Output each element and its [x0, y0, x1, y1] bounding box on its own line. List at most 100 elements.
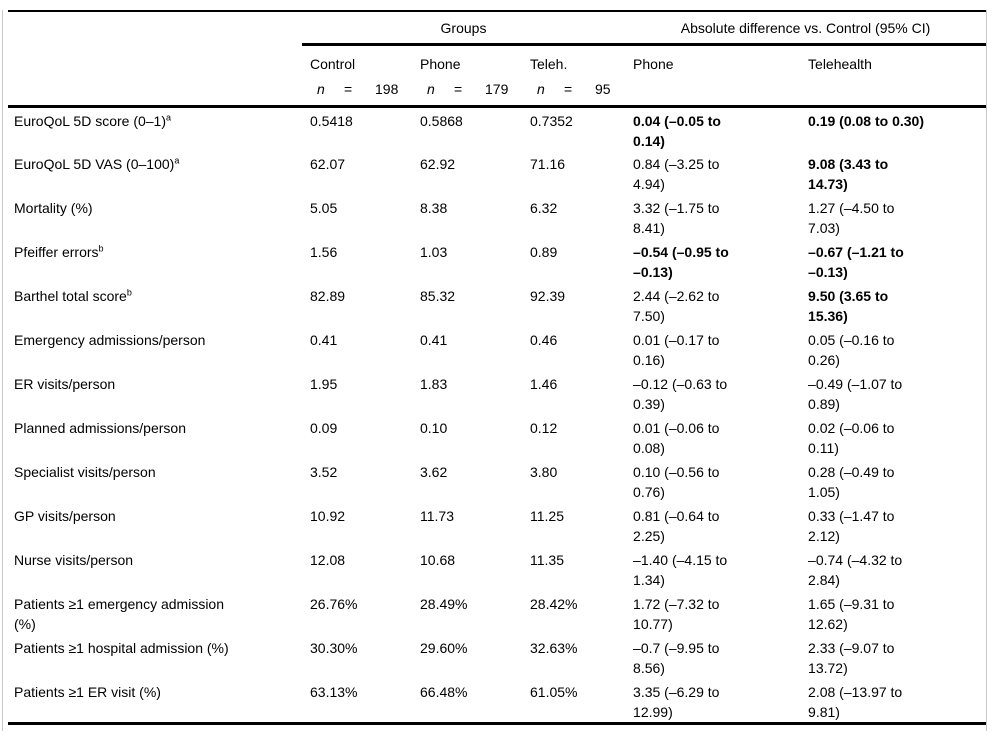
n-cell-teleh: n = 95 [522, 75, 626, 108]
cell-diff-phone: –1.40 (–4.15 to 1.34) [633, 552, 728, 588]
table-row: Planned admissions/person 0.09 0.10 0.12 0.0… [8, 415, 986, 459]
column-header-control: Control [310, 56, 356, 72]
row-label: Barthel total scoreb [14, 287, 132, 304]
row-label: Nurse visits/person [14, 552, 134, 568]
table-body: EuroQoL 5D score (0–1)a 0.5418 0.5868 0.735… [8, 107, 986, 724]
footnote-marker: a [174, 155, 180, 166]
cell-teleh: 11.35 [530, 552, 564, 568]
header-stub-cell [8, 45, 302, 76]
table-row: Barthel total scoreb 82.89 85.32 92.39 2.44 … [8, 283, 986, 327]
n-symbol: n [427, 81, 435, 97]
cell-phone: 8.38 [420, 200, 448, 216]
n-symbol: n [317, 81, 325, 97]
cell-phone: 29.60% [420, 640, 468, 656]
cell-control: 62.07 [310, 156, 346, 172]
row-label: Emergency admissions/person [14, 332, 206, 348]
column-header-diff-phone: Phone [633, 56, 674, 72]
cell-diff-telehealth: 9.50 (3.65 to 15.36) [808, 288, 889, 324]
cell-phone: 11.73 [420, 508, 454, 524]
cell-diff-phone: 3.32 (–1.75 to 8.41) [633, 200, 720, 236]
table-row: Pfeiffer errorsb 1.56 1.03 0.89 –0.54 (–0.95… [8, 239, 986, 283]
cell-diff-phone: 3.35 (–6.29 to 12.99) [633, 684, 720, 720]
cell-phone: 3.62 [420, 464, 448, 480]
figure-frame-left [2, 10, 3, 731]
cell-diff-telehealth: 0.28 (–0.49 to 1.05) [808, 464, 895, 500]
n-cell-empty [625, 75, 801, 108]
cell-diff-phone: 0.01 (–0.17 to 0.16) [633, 332, 720, 368]
header-column-row: Control Phone Teleh. Phone Telehealth [8, 45, 986, 76]
cell-phone: 0.10 [420, 420, 448, 436]
footnote-marker: a [166, 112, 172, 123]
header-stub-cell [8, 75, 302, 108]
n-cell-control: n = 198 [302, 75, 412, 108]
equals-sign: = [564, 81, 573, 97]
cell-phone: 10.68 [420, 552, 456, 568]
cell-teleh: 0.12 [530, 420, 558, 436]
table-row: EuroQoL 5D score (0–1)a 0.5418 0.5868 0.735… [8, 107, 986, 152]
cell-teleh: 0.46 [530, 332, 558, 348]
absolute-difference-header: Absolute difference vs. Control (95% CI) [625, 11, 987, 46]
row-label: Patients ≥1 hospital admission (%) [14, 640, 229, 656]
table-header: Groups Absolute difference vs. Control (… [8, 11, 987, 108]
row-label: Patients ≥1 ER visit (%) [14, 684, 161, 700]
cell-control: 1.56 [310, 244, 338, 260]
n-value-phone: 179 [485, 81, 509, 97]
n-cell-phone: n = 179 [412, 75, 522, 108]
cell-diff-telehealth: 0.05 (–0.16 to 0.26) [808, 332, 895, 368]
cell-diff-telehealth: 1.65 (–9.31 to 12.62) [808, 596, 895, 632]
cell-phone: 28.49% [420, 596, 468, 612]
cell-control: 0.41 [310, 332, 338, 348]
cell-diff-telehealth: –0.67 (–1.21 to –0.13) [808, 244, 904, 280]
cell-control: 63.13% [310, 684, 358, 700]
table-row: Patients ≥1 ER visit (%) 63.13% 66.48% 61.0… [8, 679, 986, 724]
n-cell-empty [800, 75, 987, 108]
cell-control: 5.05 [310, 200, 338, 216]
n-value-control: 198 [375, 81, 399, 97]
groups-header: Groups [302, 11, 626, 46]
cell-control: 0.5418 [310, 113, 353, 129]
cell-phone: 85.32 [420, 288, 456, 304]
cell-teleh: 71.16 [530, 156, 566, 172]
cell-control: 12.08 [310, 552, 346, 568]
cell-teleh: 92.39 [530, 288, 566, 304]
cell-diff-telehealth: 9.08 (3.43 to 14.73) [808, 156, 889, 192]
cell-phone: 1.83 [420, 376, 448, 392]
column-header-diff-telehealth: Telehealth [808, 56, 872, 72]
cell-teleh: 11.25 [530, 508, 564, 524]
row-label: EuroQoL 5D score (0–1)a [14, 112, 172, 129]
row-label: ER visits/person [14, 376, 116, 392]
cell-control: 1.95 [310, 376, 338, 392]
cell-diff-phone: 0.84 (–3.25 to 4.94) [633, 156, 720, 192]
row-label: Patients ≥1 emergency admission (%) [14, 596, 225, 632]
cell-diff-telehealth: 0.02 (–0.06 to 0.11) [808, 420, 895, 456]
header-stub-cell [8, 11, 302, 45]
outcomes-table-container: Groups Absolute difference vs. Control (… [8, 10, 987, 725]
cell-diff-telehealth: 0.33 (–1.47 to 2.12) [808, 508, 895, 544]
cell-teleh: 6.32 [530, 200, 558, 216]
row-label: Specialist visits/person [14, 464, 156, 480]
cell-diff-phone: 1.72 (–7.32 to 10.77) [633, 596, 720, 632]
cell-teleh: 1.46 [530, 376, 558, 392]
cell-teleh: 0.7352 [530, 113, 573, 129]
cell-teleh: 32.63% [530, 640, 578, 656]
column-header-teleh: Teleh. [530, 56, 568, 72]
row-label: Pfeiffer errorsb [14, 243, 104, 260]
cell-diff-telehealth: 1.27 (–4.50 to 7.03) [808, 200, 895, 236]
equals-sign: = [454, 81, 463, 97]
cell-diff-phone: –0.54 (–0.95 to –0.13) [633, 244, 729, 280]
cell-control: 82.89 [310, 288, 346, 304]
cell-diff-telehealth: 2.33 (–9.07 to 13.72) [808, 640, 895, 676]
outcomes-table: Groups Absolute difference vs. Control (… [8, 10, 987, 725]
cell-diff-phone: 0.01 (–0.06 to 0.08) [633, 420, 720, 456]
cell-diff-telehealth: 0.19 (0.08 to 0.30) [808, 113, 924, 129]
equals-sign: = [344, 81, 353, 97]
n-symbol: n [537, 81, 545, 97]
cell-diff-phone: 0.10 (–0.56 to 0.76) [633, 464, 720, 500]
cell-teleh: 0.89 [530, 244, 558, 260]
row-label: Planned admissions/person [14, 420, 186, 436]
header-n-row: n = 198 n = 179 n = 95 [8, 75, 987, 108]
cell-diff-phone: 0.04 (–0.05 to 0.14) [633, 113, 721, 149]
row-label: EuroQoL 5D VAS (0–100)a [14, 155, 180, 172]
row-label: Mortality (%) [14, 200, 93, 216]
column-header-phone: Phone [420, 56, 461, 72]
